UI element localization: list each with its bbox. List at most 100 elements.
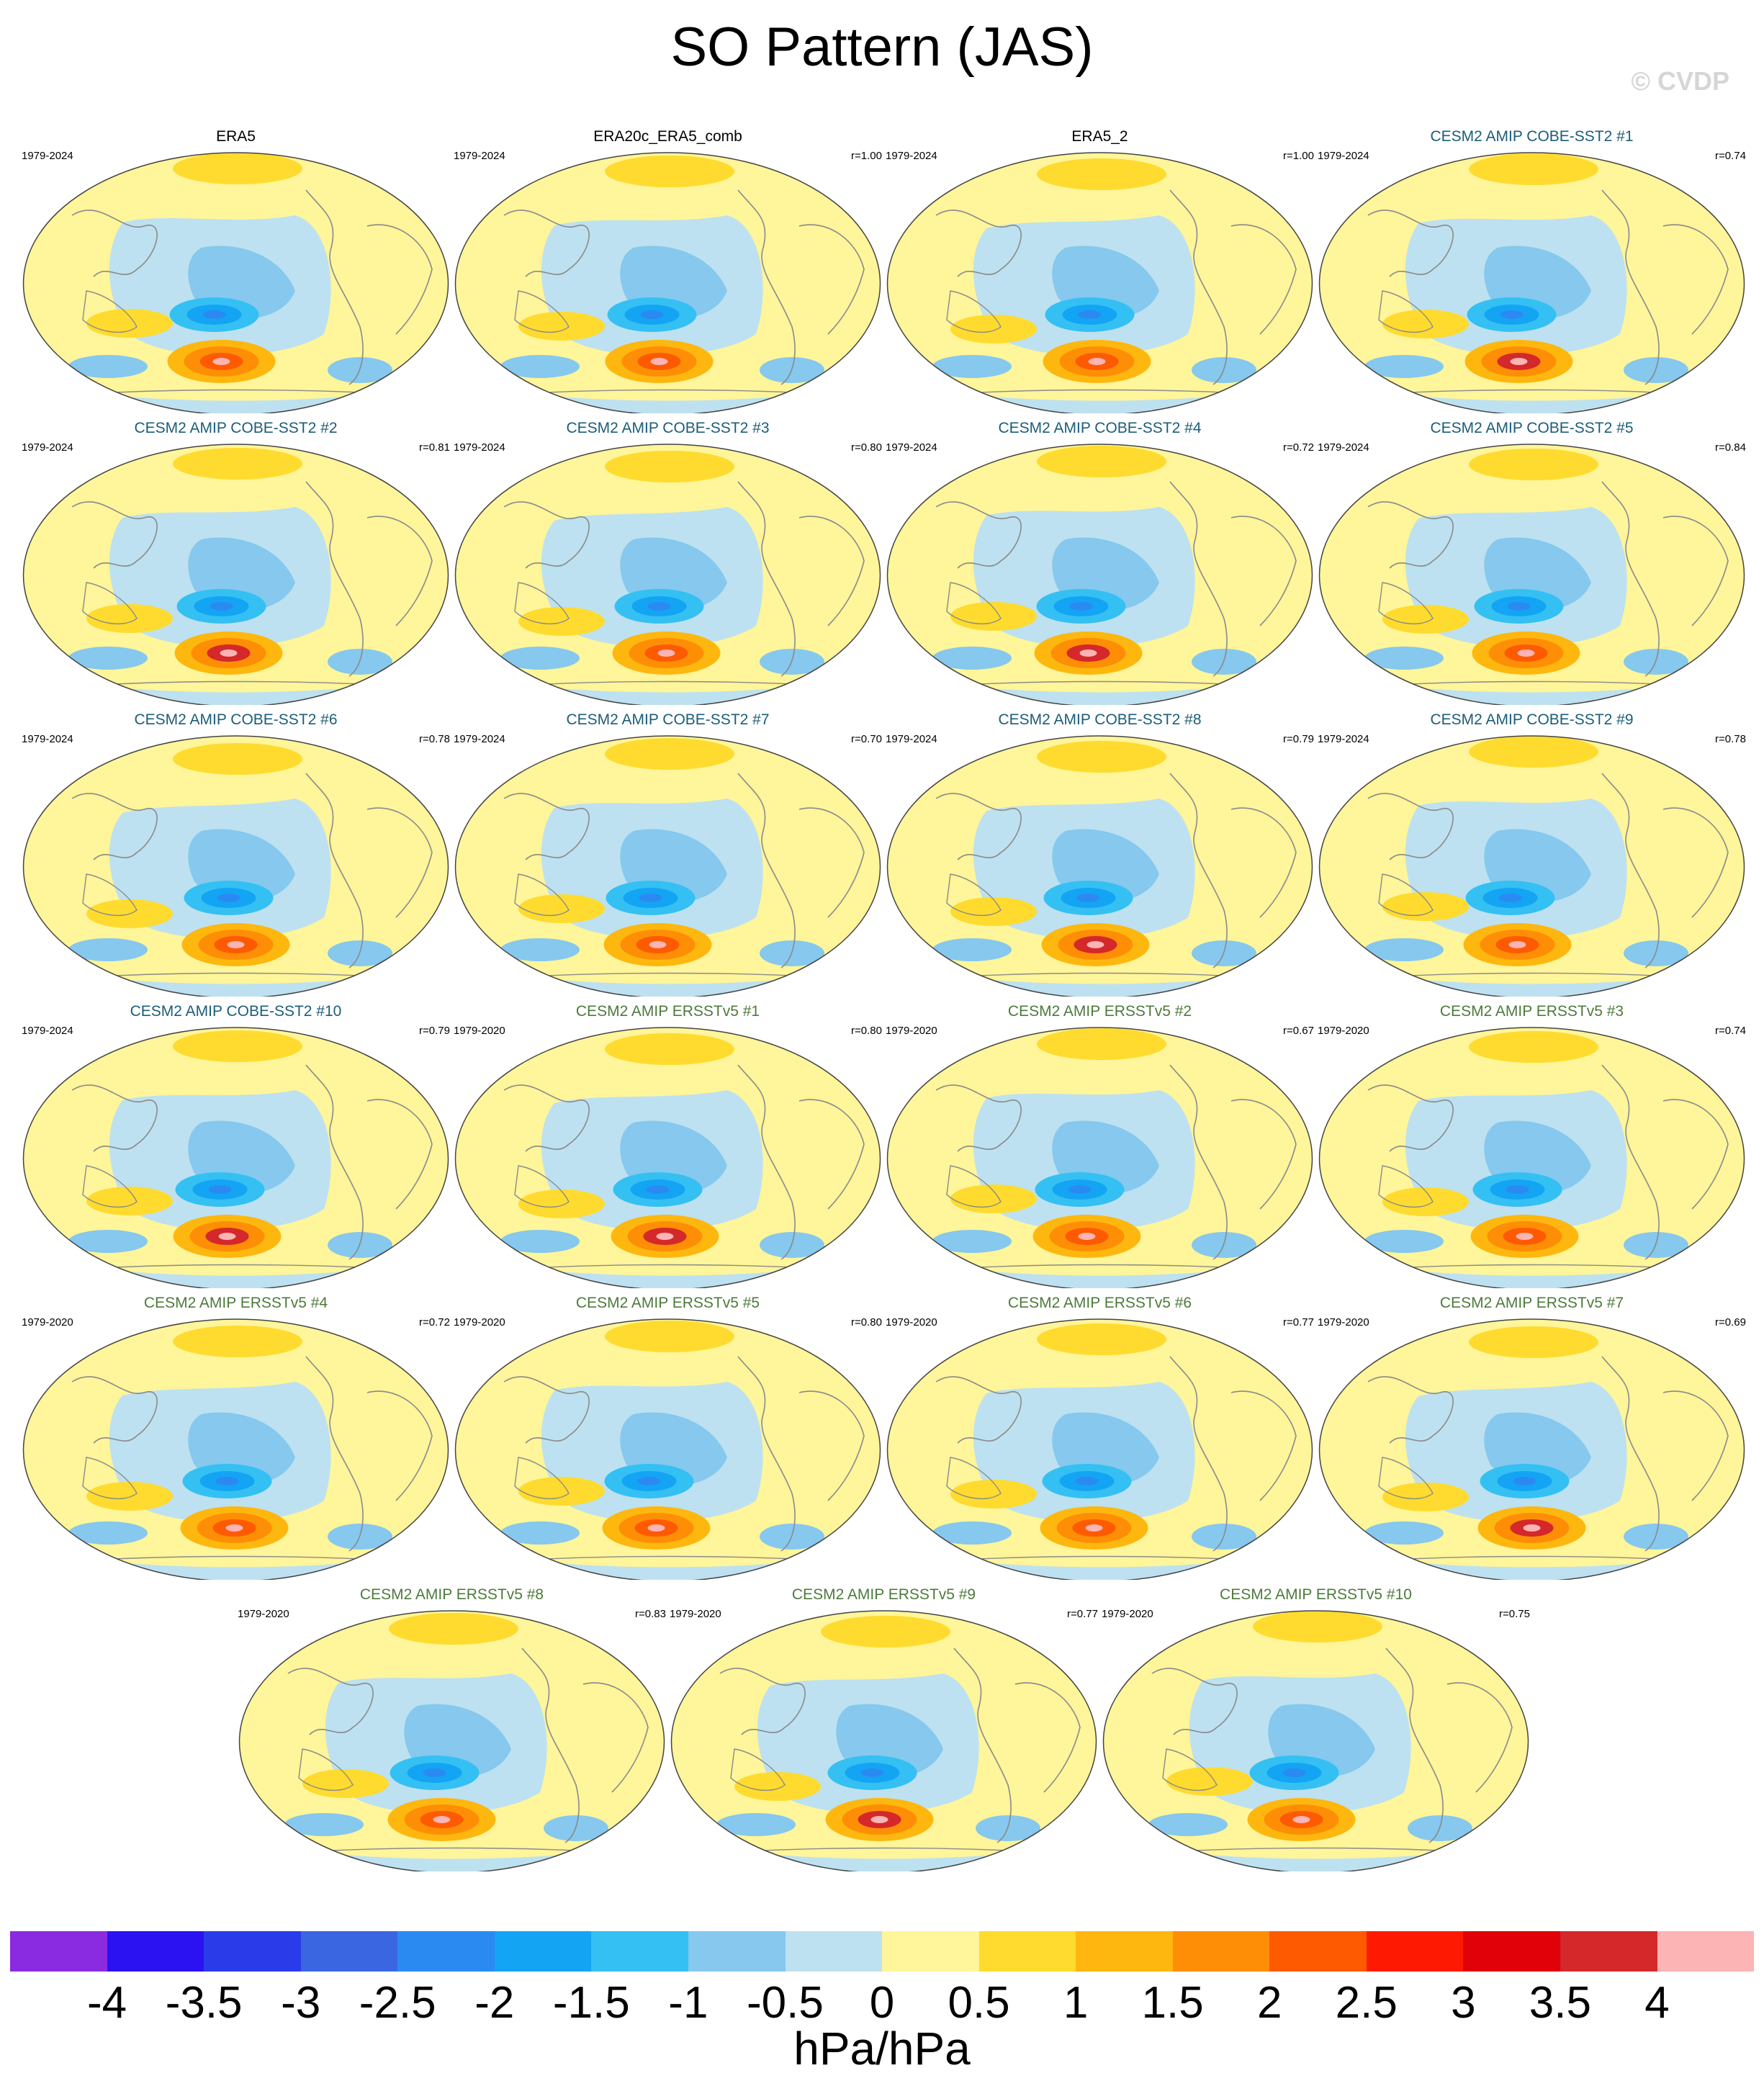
map-panel: CESM2 AMIP COBE-SST2 #6 1979-2024 r=0.78 xyxy=(22,711,450,1003)
panel-period: 1979-2020 xyxy=(454,1025,505,1037)
panel-correlation: r=0.70 xyxy=(851,733,882,745)
panel-period: 1979-2020 xyxy=(670,1608,721,1620)
colorbar-swatch xyxy=(591,1931,688,1972)
colorbar-units: hPa/hPa xyxy=(793,2023,971,2074)
colorbar-swatch xyxy=(1366,1931,1464,1972)
panel-title: ERA5_2 xyxy=(1071,128,1128,145)
panel-period: 1979-2024 xyxy=(1318,441,1369,454)
colorbar-tick-label: 3 xyxy=(1451,1978,1476,2028)
projected-map xyxy=(454,1027,881,1288)
map-panel: CESM2 AMIP ERSSTv5 #7 1979-2020 r=0.69 xyxy=(1318,1295,1746,1586)
panel-title: CESM2 AMIP ERSSTv5 #2 xyxy=(1007,1003,1192,1020)
panel-title: CESM2 AMIP ERSSTv5 #8 xyxy=(359,1586,544,1603)
colorbar-tick-label: 3.5 xyxy=(1529,1978,1591,2028)
colorbar-tick-label: 1 xyxy=(1063,1978,1089,2028)
colorbar-swatch xyxy=(10,1931,107,1972)
projected-map xyxy=(886,152,1313,413)
colorbar-tick-label: -1.5 xyxy=(552,1978,630,2028)
panel-period: 1979-2020 xyxy=(454,1316,505,1329)
panel-title: CESM2 AMIP COBE-SST2 #1 xyxy=(1430,128,1634,145)
projected-map xyxy=(454,152,881,413)
colorbar-swatch xyxy=(107,1931,204,1972)
map-panel: CESM2 AMIP ERSSTv5 #2 1979-2020 r=0.67 xyxy=(886,1003,1314,1295)
map-panel: CESM2 AMIP ERSSTv5 #4 1979-2020 r=0.72 xyxy=(22,1295,450,1586)
panel-correlation: r=0.84 xyxy=(1715,441,1746,454)
panel-correlation: r=0.69 xyxy=(1715,1316,1746,1329)
colorbar-ticks: -4 -3.5 -3 -2.5 -2 -1.5 -1 -0.5 0 0.5 1 1.5 2 2.5 3 3.5… xyxy=(10,1977,1754,2028)
projected-map xyxy=(1102,1610,1529,1871)
panel-period: 1979-2024 xyxy=(454,733,505,745)
projected-map xyxy=(1318,735,1745,997)
colorbar-tick-label: -0.5 xyxy=(747,1978,824,2028)
colorbar-swatch xyxy=(1463,1931,1560,1972)
colorbar-swatch xyxy=(300,1931,398,1972)
colorbar-swatch xyxy=(204,1931,301,1972)
panel-correlation: r=0.80 xyxy=(851,441,882,454)
panel-title: CESM2 AMIP ERSSTv5 #1 xyxy=(575,1003,760,1020)
map-panel: CESM2 AMIP COBE-SST2 #7 1979-2024 r=0.70 xyxy=(454,711,882,1003)
panel-correlation: r=0.79 xyxy=(1283,733,1314,745)
map-panel: CESM2 AMIP ERSSTv5 #9 1979-2020 r=0.77 xyxy=(670,1586,1098,1878)
map-panel: CESM2 AMIP ERSSTv5 #8 1979-2020 r=0.83 xyxy=(238,1586,666,1878)
map-panel: CESM2 AMIP COBE-SST2 #2 1979-2024 r=0.81 xyxy=(22,420,450,711)
projected-map xyxy=(238,1610,665,1871)
panel-title: CESM2 AMIP ERSSTv5 #10 xyxy=(1220,1586,1412,1603)
projected-map xyxy=(22,152,449,413)
panel-title: CESM2 AMIP COBE-SST2 #3 xyxy=(566,420,770,436)
panel-correlation: r=0.72 xyxy=(419,1316,450,1329)
panel-title: CESM2 AMIP ERSSTv5 #7 xyxy=(1439,1295,1624,1311)
panel-correlation: r=0.80 xyxy=(851,1025,882,1037)
panel-correlation: r=0.83 xyxy=(635,1608,666,1620)
watermark: © CVDP xyxy=(1631,66,1729,96)
panel-title: CESM2 AMIP ERSSTv5 #6 xyxy=(1007,1295,1192,1311)
panel-title: CESM2 AMIP COBE-SST2 #9 xyxy=(1430,711,1634,728)
panel-correlation: r=0.77 xyxy=(1067,1608,1098,1620)
panel-period: 1979-2024 xyxy=(22,150,73,162)
panel-title: CESM2 AMIP ERSSTv5 #9 xyxy=(791,1586,976,1603)
projected-map xyxy=(886,735,1313,997)
projected-map xyxy=(454,1318,881,1580)
panel-period: 1979-2024 xyxy=(886,150,937,162)
projected-map xyxy=(886,1027,1313,1288)
projected-map xyxy=(1318,1318,1745,1580)
panel-correlation: r=0.75 xyxy=(1499,1608,1530,1620)
panel-title: CESM2 AMIP ERSSTv5 #3 xyxy=(1439,1003,1624,1020)
map-panel: CESM2 AMIP COBE-SST2 #1 1979-2024 r=0.74 xyxy=(1318,128,1746,420)
panel-correlation: r=0.72 xyxy=(1283,441,1314,454)
panel-title: CESM2 AMIP COBE-SST2 #2 xyxy=(134,420,338,436)
panel-period: 1979-2020 xyxy=(1102,1608,1153,1620)
panel-correlation: r=1.00 xyxy=(1283,150,1314,162)
panel-period: 1979-2024 xyxy=(454,441,505,454)
colorbar-tick-label: 4 xyxy=(1644,1978,1670,2028)
projected-map xyxy=(22,444,449,705)
panel-title: CESM2 AMIP COBE-SST2 #5 xyxy=(1430,420,1634,436)
projected-map xyxy=(454,735,881,997)
panel-period: 1979-2020 xyxy=(886,1025,937,1037)
projected-map xyxy=(454,444,881,705)
colorbar-swatch xyxy=(1560,1931,1657,1972)
panel-period: 1979-2020 xyxy=(1318,1025,1369,1037)
panel-title: CESM2 AMIP COBE-SST2 #4 xyxy=(998,420,1202,436)
panel-period: 1979-2024 xyxy=(886,733,937,745)
map-panel: CESM2 AMIP COBE-SST2 #5 1979-2024 r=0.84 xyxy=(1318,420,1746,711)
colorbar-tick-label: -2.5 xyxy=(359,1978,436,2028)
colorbar-tick-label: 2.5 xyxy=(1335,1978,1398,2028)
colorbar-swatch xyxy=(1076,1931,1173,1972)
map-panel: ERA5 1979-2024 xyxy=(22,128,450,420)
colorbar-swatch xyxy=(882,1931,979,1972)
panel-period: 1979-2020 xyxy=(1318,1316,1369,1329)
colorbar-swatch xyxy=(397,1931,495,1972)
map-panel: CESM2 AMIP COBE-SST2 #3 1979-2024 r=0.80 xyxy=(454,420,882,711)
map-panel: ERA5_2 1979-2024 r=1.00 xyxy=(886,128,1314,420)
panel-correlation: r=0.74 xyxy=(1715,150,1746,162)
colorbar-tick-label: 0 xyxy=(869,1978,895,2028)
panel-correlation: r=0.81 xyxy=(419,441,450,454)
projected-map xyxy=(670,1610,1097,1871)
map-panel: CESM2 AMIP COBE-SST2 #8 1979-2024 r=0.79 xyxy=(886,711,1314,1003)
projected-map xyxy=(1318,1027,1745,1288)
projected-map xyxy=(1318,444,1745,705)
panel-title: CESM2 AMIP COBE-SST2 #7 xyxy=(566,711,770,728)
panel-period: 1979-2020 xyxy=(886,1316,937,1329)
map-panel: CESM2 AMIP ERSSTv5 #6 1979-2020 r=0.77 xyxy=(886,1295,1314,1586)
colorbar-tick-label: 1.5 xyxy=(1141,1978,1204,2028)
